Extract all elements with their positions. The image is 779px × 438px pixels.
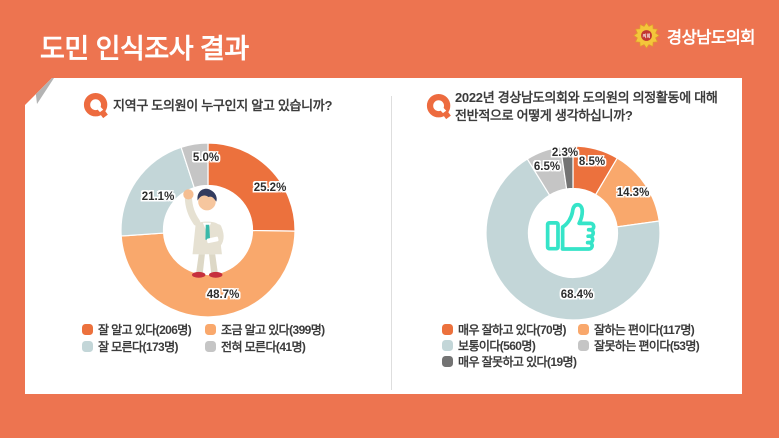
slice-percent-label: 2.3% [551, 147, 579, 159]
legend-swatch [578, 324, 589, 335]
legend-swatch [442, 356, 453, 367]
legend-label: 잘못하는 편이다(53명) [594, 339, 700, 353]
page-title: 도민 인식조사 결과 [40, 34, 249, 64]
legend-swatch [82, 324, 93, 335]
slice-percent-label: 8.5% [578, 156, 606, 168]
donut-ring [120, 142, 296, 318]
legend-evaluation: 매우 잘하고 있다(70명) 잘하는 편이다(117명) 보통이다(560명) 잘못하… [442, 323, 742, 369]
legend-label: 보통이다(560명) [458, 339, 536, 353]
legend-awareness: 잘 알고 있다(206명) 조금 알고 있다(399명) 잘 모른다(173명) 전혀… [82, 323, 405, 354]
emblem-badge-text: 의회 [642, 32, 650, 39]
donut-slice [485, 158, 661, 321]
slice-percent-label: 68.4% [560, 289, 594, 301]
legend-item: 전혀 모른다(41명) [205, 340, 405, 354]
assembly-emblem-icon: 의회 [633, 22, 660, 49]
legend-swatch [578, 340, 589, 351]
slice-percent-label: 48.7% [206, 289, 240, 301]
legend-item: 잘못하는 편이다(53명) [578, 339, 742, 353]
legend-item: 잘 알고 있다(206명) [82, 323, 205, 337]
legend-label: 매우 잘못하고 있다(19명) [458, 355, 577, 369]
legend-swatch [442, 324, 453, 335]
legend-item: 매우 잘하고 있다(70명) [442, 323, 578, 337]
question-line: 지역구 도의원이 누구인지 알고 있습니까? [113, 98, 333, 113]
legend-item: 잘 모른다(173명) [82, 340, 205, 354]
legend-swatch [442, 340, 453, 351]
legend-label: 전혀 모른다(41명) [221, 340, 306, 354]
legend-item: 조금 알고 있다(399명) [205, 323, 405, 337]
vertical-divider [391, 96, 392, 390]
content-card: 지역구 도의원이 누구인지 알고 있습니까? 2022년 경상남도의회와 도의원… [25, 78, 742, 394]
donut-slice [559, 145, 574, 190]
legend-label: 조금 알고 있다(399명) [221, 323, 325, 337]
legend-item: 보통이다(560명) [442, 339, 578, 353]
slice-percent-label: 25.2% [253, 182, 287, 194]
thumbs-up-icon [545, 202, 596, 251]
question-line: 전반적으로 어떻게 생각하십니까? [455, 107, 633, 123]
question-icon [426, 93, 451, 120]
folded-corner [34, 78, 54, 104]
legend-label: 잘 알고 있다(206명) [98, 323, 192, 337]
legend-item: 잘하는 편이다(117명) [578, 323, 742, 337]
legend-label: 잘하는 편이다(117명) [594, 323, 695, 337]
legend-label: 잘 모른다(173명) [98, 340, 179, 354]
legend-swatch [205, 341, 216, 352]
donut-slice [180, 142, 209, 189]
slice-percent-label: 6.5% [533, 161, 561, 173]
legend-label: 매우 잘하고 있다(70명) [458, 323, 567, 337]
legend-swatch [82, 341, 93, 352]
question-line: 2022년 경상남도의회와 도의원의 의정활동에 대해 [455, 90, 718, 105]
donut-slice [207, 142, 296, 232]
donut-ring [485, 145, 661, 321]
slice-percent-label: 5.0% [192, 152, 220, 164]
person-raising-hand-icon [183, 188, 224, 278]
donut-chart-awareness: 25.2% 48.7% 21.1% 5.0% [118, 140, 298, 320]
question-text-awareness: 지역구 도의원이 누구인지 알고 있습니까? [113, 97, 332, 115]
donut-chart-evaluation: 8.5% 14.3% 68.4% 6.5% 2.3% [483, 143, 663, 323]
slice-percent-label: 21.1% [141, 191, 175, 203]
legend-item: 매우 잘못하고 있다(19명) [442, 355, 578, 369]
question-icon [83, 92, 108, 119]
donut-slice [120, 229, 296, 318]
slice-percent-label: 14.3% [616, 187, 650, 199]
legend-swatch [205, 324, 216, 335]
org-logo: 의회 경상남도의회 [633, 22, 756, 49]
org-name: 경상남도의회 [666, 28, 756, 47]
